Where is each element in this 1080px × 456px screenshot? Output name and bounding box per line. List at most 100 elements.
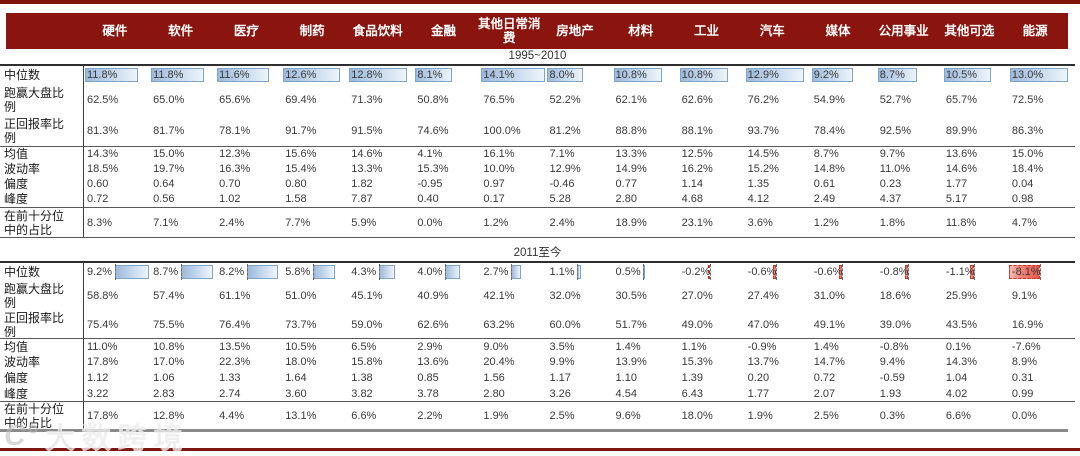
cell: 2.49: [811, 191, 877, 207]
cell: 6.5%: [348, 338, 415, 354]
data-bar-positive: [349, 68, 407, 82]
data-bar-negative: [773, 265, 776, 279]
cell: 13.5%: [216, 338, 283, 354]
cell-value: 1.10: [615, 372, 637, 384]
cell-value: 23.1%: [681, 216, 713, 229]
cell: 1.17: [546, 370, 612, 386]
cell: 25.9%: [943, 281, 1009, 311]
cell-value: 22.3%: [219, 356, 251, 368]
cell: 76.2%: [745, 84, 811, 115]
cell: 57.4%: [150, 281, 216, 311]
cell-value: 0.1%: [945, 340, 971, 353]
cell: 3.82: [348, 386, 414, 401]
cell-value: 32.0%: [549, 290, 581, 302]
cell: 1.14: [679, 176, 745, 191]
column-header-9: 材料: [628, 24, 654, 38]
cell-value: 81.3%: [87, 124, 119, 137]
cell-value: 1.06: [153, 372, 175, 384]
data-bar-positive: [613, 68, 663, 82]
cell-value: 14.3%: [945, 356, 978, 368]
cell-value: -8.1%: [1011, 266, 1041, 278]
cell-value: 65.7%: [945, 93, 978, 106]
cell: 4.7%: [1008, 207, 1075, 237]
column-header-12: 媒体: [825, 24, 851, 38]
cell: 1.4%: [612, 338, 679, 354]
cell: 12.8%: [348, 64, 415, 84]
cell: 4.37: [877, 191, 943, 207]
row-label: 在前十分位中的占比: [0, 401, 84, 430]
cell: 19.7%: [150, 161, 216, 176]
cell: 14.1%: [480, 64, 547, 84]
row-label: 偏度: [0, 370, 84, 386]
cell: 71.3%: [348, 84, 414, 115]
cell: 0.0%: [414, 207, 481, 237]
data-bar-positive: [445, 265, 461, 279]
cell-value: 13.6%: [945, 148, 978, 160]
data-bar-positive: [415, 68, 452, 82]
cell-value: 81.7%: [153, 124, 185, 137]
cell: 23.1%: [678, 207, 745, 237]
row-label-text: 在前十分位中的占比: [4, 208, 65, 237]
data-bar-negative: [904, 265, 908, 279]
cell-value: 12.8%: [153, 409, 185, 422]
cell-value: 1.38: [351, 372, 373, 384]
cell: 58.8%: [84, 281, 150, 311]
data-bar-positive: [1009, 68, 1069, 82]
cell-value: 0.20: [747, 372, 770, 384]
cell: 0.98: [1009, 191, 1075, 207]
cell-value: 12.5%: [681, 148, 713, 160]
cell-value: 10.8%: [615, 69, 647, 81]
cell-value: 16.1%: [483, 148, 515, 160]
cell: 11.0%: [84, 338, 151, 354]
cell-value: 0.61: [813, 177, 836, 190]
cell: 13.0%: [1008, 64, 1075, 84]
row-label: 跑赢大盘比例: [0, 281, 84, 311]
cell-value: 0.40: [417, 193, 439, 205]
cell-value: 4.37: [879, 193, 902, 205]
cell-value: 1.77: [747, 387, 770, 400]
column-header-1: 硬件: [102, 24, 128, 38]
cell-value: 3.78: [417, 387, 439, 400]
cell: -0.9%: [744, 338, 811, 354]
row-label-text: 偏度: [4, 371, 29, 385]
cell: 14.6%: [348, 146, 415, 161]
cell-value: 2.74: [219, 387, 241, 400]
cell-value: 93.7%: [747, 124, 779, 137]
cell: 9.6%: [612, 401, 679, 429]
cell-value: 62.1%: [615, 93, 647, 106]
cell-value: 0.80: [285, 177, 307, 190]
cell: 1.38: [348, 370, 414, 386]
cell-value: -1.1%: [945, 266, 975, 278]
cell-value: 4.1%: [417, 148, 443, 160]
cell-value: -0.2%: [681, 266, 711, 278]
cell: 0.77: [613, 176, 679, 191]
cell: 62.5%: [84, 84, 150, 115]
cell: 31.0%: [811, 281, 877, 311]
cell-value: 78.4%: [813, 124, 845, 137]
cell-value: 69.4%: [285, 93, 317, 106]
cell-value: 6.6%: [945, 409, 971, 422]
cell: 15.3%: [679, 354, 745, 370]
cell: 2.80: [613, 191, 679, 207]
cell: 4.0%: [414, 261, 481, 281]
cell: 1.39: [679, 370, 745, 386]
cell-value: 7.1%: [153, 216, 179, 229]
cell-value: 3.22: [87, 387, 109, 400]
cell-value: 12.9%: [747, 69, 779, 81]
cell-value: 88.8%: [615, 124, 647, 137]
row-label: 峰度: [0, 386, 84, 401]
cell-value: 4.12: [747, 193, 770, 205]
cell: 65.7%: [943, 84, 1009, 115]
row-label-text: 均值: [4, 147, 29, 161]
cell-value: 14.3%: [87, 148, 119, 160]
cell-value: 11.6%: [219, 69, 250, 81]
cell: 1.06: [150, 370, 216, 386]
data-bar-negative: [707, 265, 710, 279]
cell-value: 15.0%: [1011, 148, 1044, 160]
cell: 39.0%: [877, 311, 943, 338]
data-bar-positive: [114, 265, 150, 279]
data-bar-positive: [379, 265, 396, 279]
cell: 12.6%: [282, 64, 349, 84]
cell: 49.1%: [811, 311, 877, 338]
cell: 43.5%: [943, 311, 1009, 338]
